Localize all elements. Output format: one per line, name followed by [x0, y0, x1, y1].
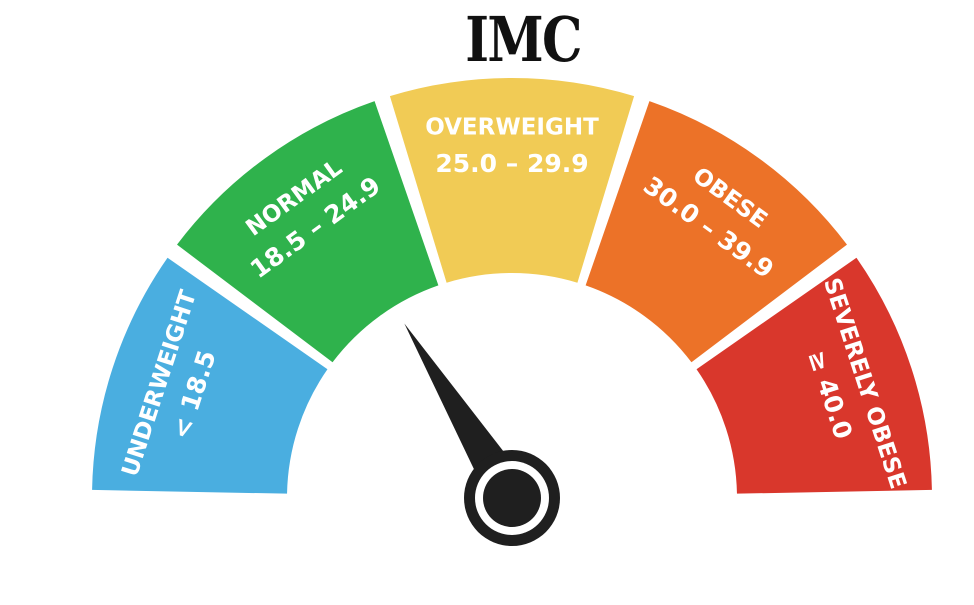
segment-obese	[585, 101, 847, 363]
segment-severely-obese	[696, 257, 932, 494]
segment-name-overweight: OVERWEIGHT	[425, 115, 599, 141]
gauge-needle	[404, 323, 560, 546]
needle-hub-inner	[483, 469, 541, 527]
page-title: IMC	[465, 3, 582, 76]
segment-normal	[177, 101, 439, 363]
segment-range-overweight: 25.0 – 29.9	[435, 149, 588, 178]
gauge-segments	[92, 77, 932, 494]
segment-overweight	[389, 77, 635, 283]
segment-underweight	[92, 257, 328, 494]
